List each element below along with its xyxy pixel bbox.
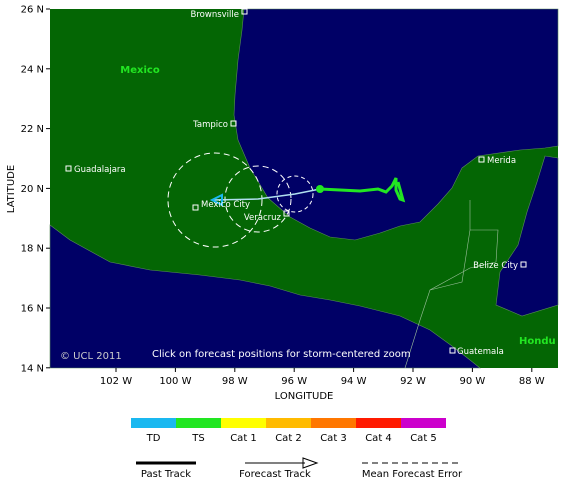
region-label: Mexico — [120, 65, 160, 76]
city: Guatemala — [457, 347, 504, 357]
y-tick-label: 16 N — [21, 304, 44, 315]
past-track — [319, 177, 406, 203]
legend-swatch — [131, 418, 176, 428]
y-tick-label: 24 N — [21, 64, 44, 75]
y-axis-title: LATITUDE — [6, 165, 17, 213]
x-tick-label: 96 W — [281, 376, 307, 387]
storm-position[interactable] — [316, 185, 324, 193]
storm-track — [167, 152, 406, 248]
y-tick-label: 20 N — [21, 184, 44, 195]
city: Belize City — [473, 261, 518, 271]
pacific — [49, 224, 481, 369]
legend-swatch — [356, 418, 401, 428]
key-label: Forecast Track — [239, 469, 311, 480]
legend-label: TS — [191, 433, 204, 444]
legend-label: Cat 5 — [410, 433, 437, 444]
legend-label: Cat 3 — [320, 433, 347, 444]
error-cone[interactable] — [167, 152, 263, 248]
city: Tampico — [192, 120, 228, 130]
caribbean — [495, 155, 559, 317]
forecast-line — [211, 188, 321, 201]
x-tick-label: 98 W — [222, 376, 248, 387]
cities: Brownsville Tampico Guadalajara Merida M… — [65, 8, 527, 357]
x-tick-label: 94 W — [341, 376, 367, 387]
borders — [404, 200, 499, 369]
x-tick-label: 92 W — [400, 376, 426, 387]
zoom-note: Click on forecast positions for storm-ce… — [152, 349, 411, 360]
legend-swatch — [401, 418, 446, 428]
forecast-arrow — [209, 193, 223, 207]
track-key: Past Track Forecast Track Mean Forecast … — [136, 457, 463, 480]
city: Merida — [487, 156, 516, 166]
x-tick-label: 88 W — [519, 376, 545, 387]
x-tick-label: 102 W — [100, 376, 132, 387]
city: Brownsville — [191, 10, 239, 20]
x-axis-title: LONGITUDE — [275, 391, 334, 402]
legend-label: Cat 4 — [365, 433, 392, 444]
city: Veracruz — [244, 213, 282, 223]
city: Guadalajara — [74, 165, 126, 175]
region-label: Hondu — [519, 336, 556, 347]
legend-label: Cat 1 — [230, 433, 257, 444]
y-tick-label: 26 N — [21, 5, 44, 16]
y-tick-label: 22 N — [21, 124, 44, 135]
copyright: © UCL 2011 — [60, 351, 122, 362]
legend-swatch — [311, 418, 356, 428]
legend-swatch — [176, 418, 221, 428]
city: Mexico City — [201, 200, 250, 210]
x-tick-label: 100 W — [159, 376, 191, 387]
key-label: Mean Forecast Error — [362, 469, 463, 480]
legend-swatch — [266, 418, 311, 428]
y-tick-label: 18 N — [21, 244, 44, 255]
y-tick-label: 14 N — [21, 363, 44, 374]
forecast-arrow-key — [302, 457, 319, 469]
x-tick-label: 90 W — [460, 376, 486, 387]
legend-swatch — [221, 418, 266, 428]
error-cone[interactable] — [276, 175, 314, 213]
legend-label: TD — [146, 433, 161, 444]
legend-label: Cat 2 — [275, 433, 302, 444]
key-label: Past Track — [141, 469, 191, 480]
gulf — [233, 8, 559, 241]
